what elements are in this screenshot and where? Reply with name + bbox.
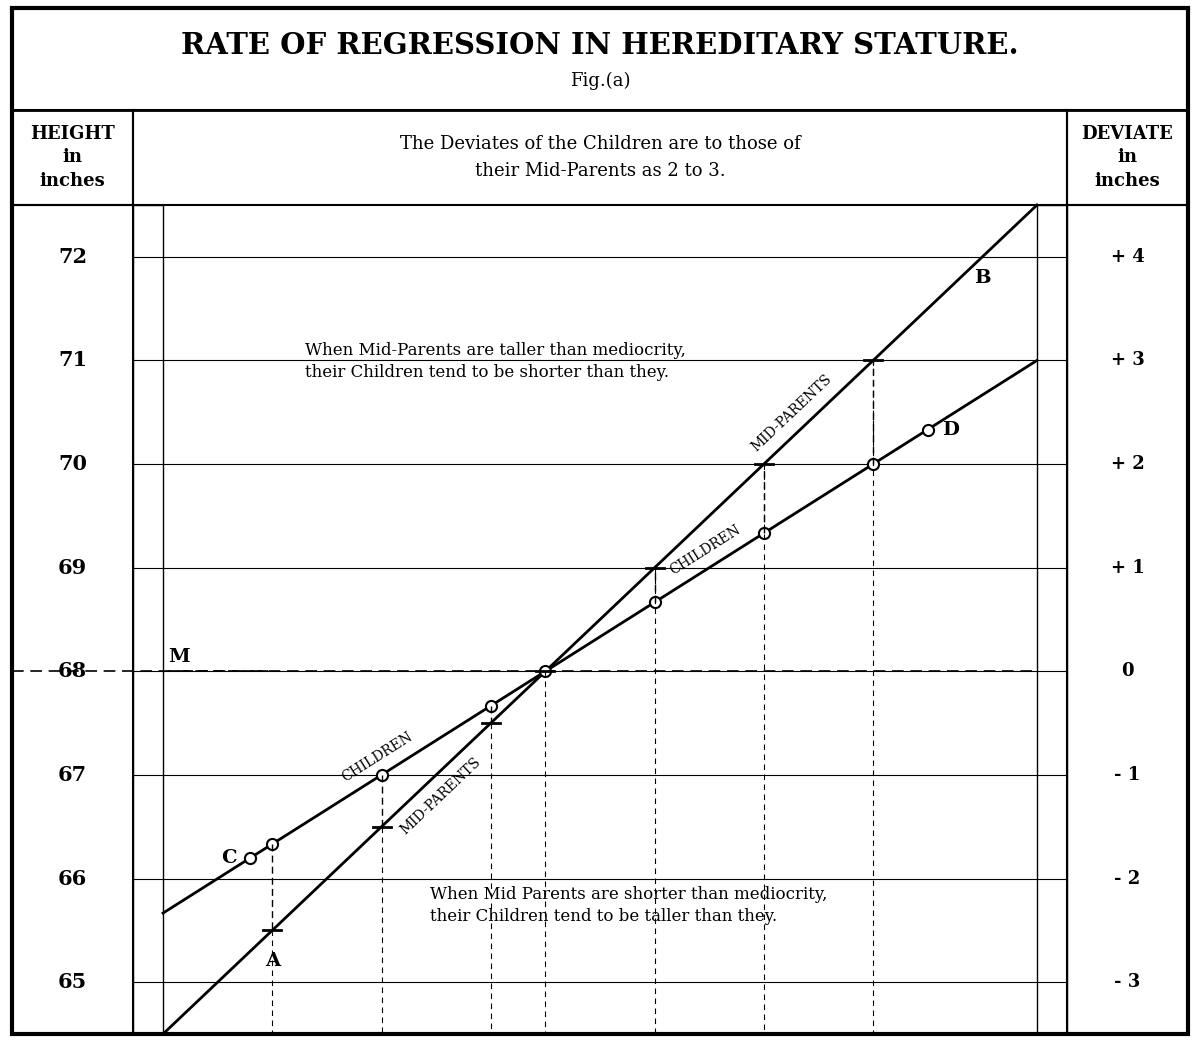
Bar	[133, 110, 1067, 205]
Text: CHILDREN: CHILDREN	[340, 729, 415, 785]
Text: When Mid-Parents are taller than mediocrity,: When Mid-Parents are taller than mediocr…	[305, 342, 686, 358]
Text: Fig.(a): Fig.(a)	[570, 72, 630, 90]
Text: 72: 72	[58, 247, 88, 267]
Bar	[12, 8, 1188, 110]
Text: 65: 65	[58, 972, 88, 992]
Text: MID-PARENTS: MID-PARENTS	[749, 372, 835, 454]
Text: A: A	[265, 952, 280, 970]
Text: DEVIATE
in
inches: DEVIATE in inches	[1081, 125, 1174, 190]
Text: D: D	[942, 421, 959, 439]
Bar	[1067, 110, 1188, 205]
Text: 67: 67	[58, 765, 88, 785]
Bar	[133, 205, 163, 1034]
Bar	[1037, 205, 1067, 1034]
Text: their Children tend to be taller than they.: their Children tend to be taller than th…	[430, 908, 778, 924]
Text: RATE OF REGRESSION IN HEREDITARY STATURE.: RATE OF REGRESSION IN HEREDITARY STATURE…	[181, 30, 1019, 59]
Text: M: M	[168, 648, 190, 666]
Text: their Children tend to be shorter than they.: their Children tend to be shorter than t…	[305, 364, 670, 380]
Text: - 3: - 3	[1115, 973, 1141, 991]
Text: B: B	[974, 269, 991, 287]
Text: 69: 69	[58, 557, 88, 577]
Text: - 1: - 1	[1115, 766, 1141, 784]
Text: C: C	[221, 849, 236, 867]
Text: + 1: + 1	[1111, 559, 1145, 576]
Text: 66: 66	[58, 869, 88, 889]
Bar	[1067, 205, 1188, 1034]
Text: 71: 71	[58, 350, 88, 371]
Text: CHILDREN: CHILDREN	[667, 522, 744, 577]
Text: + 4: + 4	[1111, 248, 1145, 266]
Text: 0: 0	[1121, 663, 1134, 680]
Text: 68: 68	[58, 662, 88, 681]
Text: The Deviates of the Children are to those of
their Mid-Parents as 2 to 3.: The Deviates of the Children are to thos…	[400, 135, 800, 179]
Bar	[12, 110, 133, 205]
Text: + 3: + 3	[1111, 351, 1145, 370]
Text: 70: 70	[58, 454, 88, 474]
Bar	[12, 205, 133, 1034]
Text: + 2: + 2	[1111, 455, 1145, 473]
Text: MID-PARENTS: MID-PARENTS	[398, 754, 484, 837]
Text: - 2: - 2	[1115, 870, 1141, 888]
Text: HEIGHT
in
inches: HEIGHT in inches	[30, 125, 115, 190]
Text: When Mid Parents are shorter than mediocrity,: When Mid Parents are shorter than medioc…	[430, 886, 827, 902]
